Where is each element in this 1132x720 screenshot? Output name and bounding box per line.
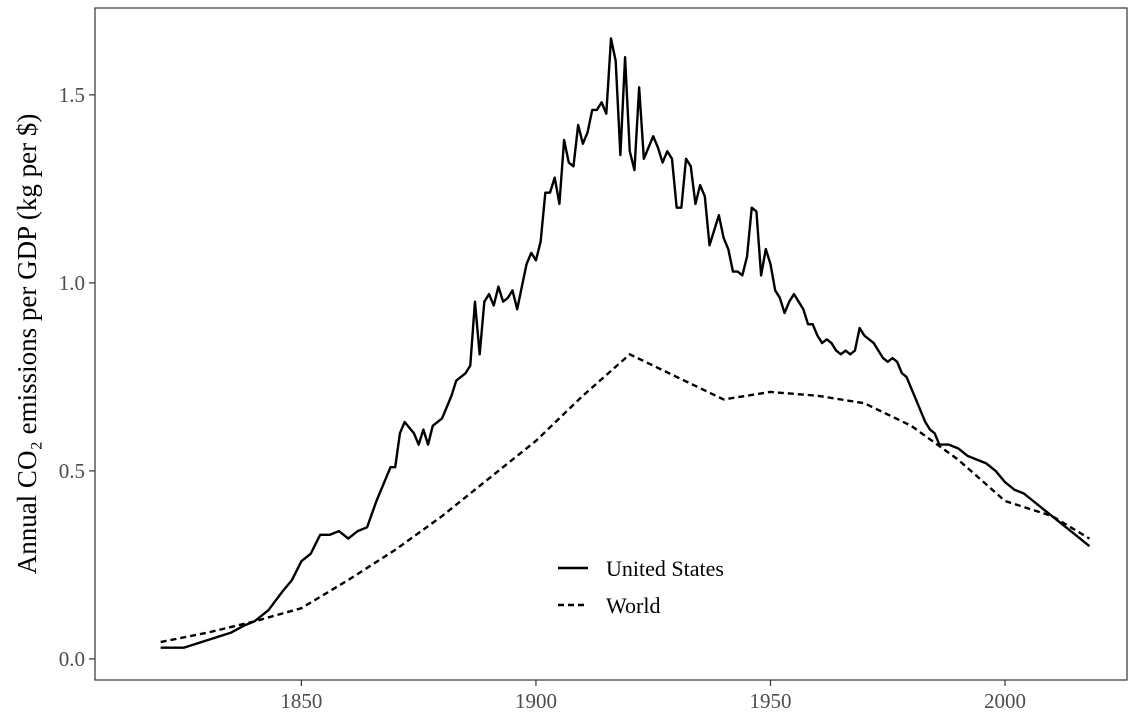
- plot-frame: [94, 7, 1128, 681]
- y-tick-label: 1.0: [59, 271, 85, 295]
- x-tick-label: 1850: [280, 689, 322, 713]
- y-tick-label: 0.5: [59, 459, 85, 483]
- legend-label: United States: [606, 556, 724, 581]
- y-tick-label: 0.0: [59, 647, 85, 671]
- legend-label: World: [606, 593, 660, 618]
- data-line: [160, 37, 1091, 649]
- x-tick-label: 1950: [749, 689, 791, 713]
- x-tick-label: 2000: [984, 689, 1026, 713]
- data-line: [160, 353, 1091, 644]
- x-tick-label: 1900: [515, 689, 557, 713]
- y-axis-label: Annual CO₂ emissions per GDP (kg per $): [12, 114, 42, 575]
- y-tick-label: 1.5: [59, 83, 85, 107]
